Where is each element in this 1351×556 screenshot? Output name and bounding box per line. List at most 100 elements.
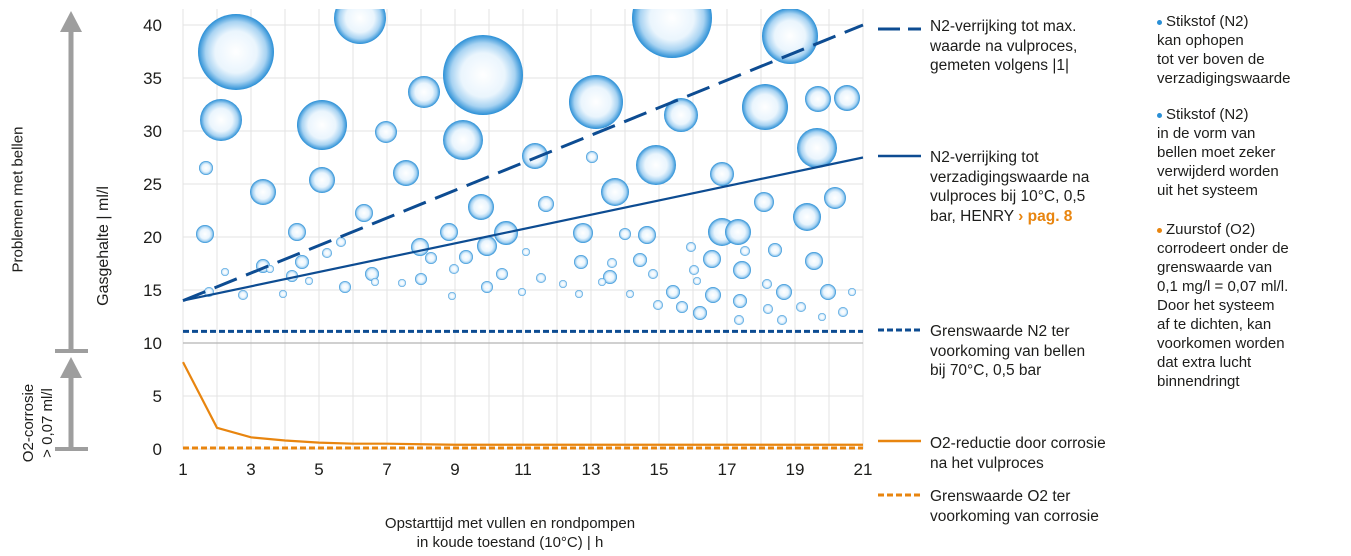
bubble <box>393 160 419 186</box>
bubble <box>763 304 773 314</box>
bubble <box>797 128 837 168</box>
bubble <box>408 76 440 108</box>
lower-side-label-line1: O2-corrosie <box>20 383 37 463</box>
note-oxygen-corrosion: Zuurstof (O2) corrodeert onder de grenswa… <box>1157 221 1289 390</box>
bubble <box>518 288 526 296</box>
arrow-up-icon <box>60 11 82 32</box>
x-tick-label: 9 <box>450 460 459 479</box>
y-tick-label: 0 <box>153 440 162 459</box>
bubble <box>664 98 698 132</box>
bubble <box>776 284 792 300</box>
bubble <box>199 161 213 175</box>
x-tick-label: 5 <box>314 460 323 479</box>
bubble <box>820 284 836 300</box>
bubble <box>740 246 750 256</box>
bubble <box>200 99 242 141</box>
y-tick-label: 25 <box>143 175 162 194</box>
bubble <box>322 248 332 258</box>
bubble <box>848 288 856 296</box>
bubble <box>601 178 629 206</box>
y-tick-label: 30 <box>143 122 162 141</box>
y-tick-label: 15 <box>143 281 162 300</box>
bubble <box>305 277 313 285</box>
bubble <box>834 85 860 111</box>
legend-n2-max: N2-verrijking tot max. waarde na vulproce… <box>930 18 1078 74</box>
bubble <box>733 261 751 279</box>
bubble <box>686 242 696 252</box>
bubble <box>573 223 593 243</box>
bubble <box>398 279 406 287</box>
bubble <box>818 313 826 321</box>
bubble <box>586 151 598 163</box>
bubble <box>603 270 617 284</box>
bubble <box>196 225 214 243</box>
bubble <box>481 281 493 293</box>
bubble <box>522 143 548 169</box>
bubble <box>632 9 712 58</box>
page-reference-link[interactable]: › pag. 8 <box>1018 207 1073 225</box>
series-line <box>182 23 864 302</box>
bubble <box>365 267 379 281</box>
bubble <box>777 315 787 325</box>
y-axis-title: Gasgehalte | ml/l <box>95 186 112 306</box>
bubble <box>793 203 821 231</box>
bubble <box>734 315 744 325</box>
note-nitrogen-accumulation: Stikstof (N2) kan ophopen tot ver boven d… <box>1157 13 1291 87</box>
bubble <box>522 248 530 256</box>
x-tick-label: 3 <box>246 460 255 479</box>
x-tick-label: 13 <box>582 460 601 479</box>
bubble <box>448 292 456 300</box>
bubble <box>339 281 351 293</box>
side-arrow-axis <box>55 11 88 451</box>
bubble <box>693 306 707 320</box>
bubble <box>725 219 751 245</box>
bullet-icon <box>1157 112 1162 118</box>
y-tick-label: 10 <box>143 334 162 353</box>
bubble <box>598 278 606 286</box>
bubble <box>449 264 459 274</box>
arrow-up-icon <box>60 357 82 378</box>
x-tick-label: 21 <box>854 460 873 479</box>
x-tick-label: 7 <box>382 460 391 479</box>
lower-side-label: O2-corrosie > 0,07 ml/l <box>19 363 57 483</box>
series-lines <box>182 23 864 450</box>
bubble <box>443 35 523 115</box>
bubble <box>633 253 647 267</box>
bubble <box>288 223 306 241</box>
legend-n2-sat: N2-verrijking tot verzadigingswaarde na vu… <box>930 149 1090 225</box>
bubble <box>689 265 699 275</box>
bubble <box>754 192 774 212</box>
legend-o2-reduction: O2-reductie door corrosie na het vulproce… <box>930 435 1106 472</box>
bubble <box>238 290 248 300</box>
x-tick-label: 11 <box>514 460 532 479</box>
note-nitrogen-bubbles: Stikstof (N2) in de vorm van bellen moet … <box>1157 106 1279 199</box>
bubble <box>221 268 229 276</box>
bubble <box>297 100 347 150</box>
y-tick-label: 20 <box>143 228 162 247</box>
bubble <box>762 279 772 289</box>
x-tick-label: 17 <box>718 460 737 479</box>
bubble <box>355 204 373 222</box>
bubble <box>626 290 634 298</box>
series-line <box>182 156 864 302</box>
bubble <box>477 236 497 256</box>
upper-side-label: Problemen met bellen <box>9 126 27 273</box>
bubble <box>805 86 831 112</box>
bubble <box>411 238 429 256</box>
bubble <box>569 75 623 129</box>
y-tick-label: 40 <box>143 16 162 35</box>
bubble <box>425 252 437 264</box>
bullet-icon <box>1157 227 1162 233</box>
x-tick-label: 19 <box>786 460 805 479</box>
legend-o2-limit: Grenswaarde O2 ter voorkoming van corrosi… <box>930 488 1099 525</box>
bubble <box>619 228 631 240</box>
legend-n2-limit: Grenswaarde N2 ter voorkoming van bellen b… <box>930 323 1086 379</box>
x-axis-title: Opstarttijd met vullen en rondpompen in … <box>384 515 636 551</box>
bubble <box>575 290 583 298</box>
bubble <box>705 287 721 303</box>
x-tick-label: 15 <box>650 460 669 479</box>
bubble <box>371 278 379 286</box>
bubble <box>198 14 274 90</box>
bubble <box>703 250 721 268</box>
